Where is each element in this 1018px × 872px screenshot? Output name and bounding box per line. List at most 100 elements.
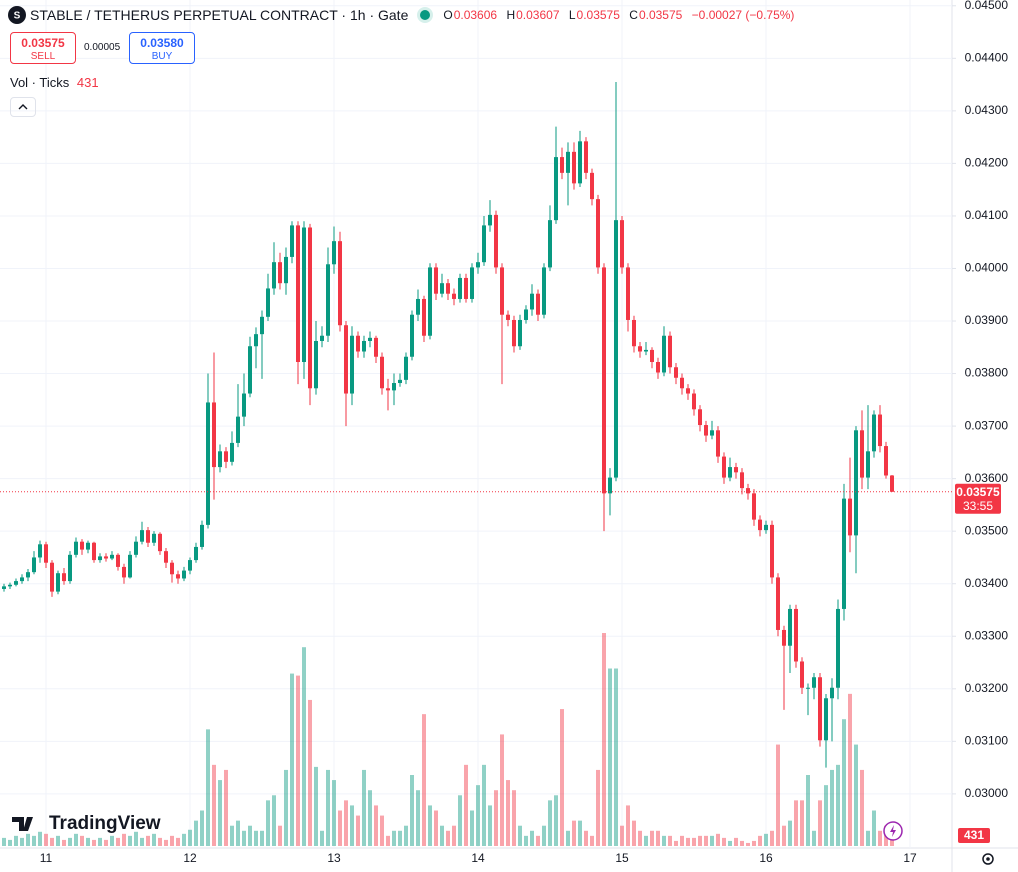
candle-body [812,677,816,688]
volume-bar [278,825,282,846]
candle-body [80,541,84,550]
volume-bar [260,830,264,846]
sell-price[interactable]: 0.03575 [21,36,65,50]
price-axis [952,0,1018,872]
candle-body [260,316,264,335]
sell-label[interactable]: SELL [30,51,56,62]
buy-button[interactable]: 0.03580 BUY [129,32,195,64]
volume-bar [350,805,354,846]
volume-bar [512,790,516,846]
candle-body [758,519,762,531]
last-price-label: 0.03575 [956,485,1000,499]
low-label: L [568,8,576,22]
candle-body [110,554,114,559]
volume-bar [806,775,810,846]
candle-body [284,256,288,284]
volume-bar [404,825,408,846]
candle-body [236,416,240,443]
change-value: −0.00027 (−0.75%) [691,8,795,22]
volume-bar [20,837,24,846]
volume-bar [464,764,468,846]
candle-body [422,298,426,336]
volume-bar [272,795,276,846]
candle-body [524,309,528,320]
volume-bar [470,810,474,846]
volume-bar [848,693,852,846]
volume-bar [476,785,480,846]
candle-body [182,570,186,579]
candle-body [248,346,252,394]
candle-body [398,379,402,384]
volume-bar [50,837,54,846]
candle-body [440,283,444,294]
volume-bar [452,825,456,846]
settings-button[interactable] [982,853,994,865]
buy-price[interactable]: 0.03580 [140,36,184,50]
candle-body [722,456,726,478]
volume-bar [770,830,774,846]
candle-body [836,608,840,688]
brand-name: TradingView [49,813,161,834]
volume-bar [698,835,702,846]
volume-bar [74,833,78,846]
volume-bar [854,744,858,846]
volume-bar [740,840,744,846]
volume-bar [536,835,540,846]
candle-body [614,220,618,478]
volume-bar [206,729,210,846]
candle-body [296,225,300,363]
candle-body [98,556,102,561]
candle-body [650,349,654,363]
collapse-button[interactable] [10,97,36,117]
low-value: 0.03575 [576,8,620,22]
volume-bar [2,837,6,846]
brand-logo [12,817,33,831]
candle-body [362,340,366,352]
volume-bar [104,839,108,846]
volume-bar [44,833,48,846]
candle-body [116,554,120,567]
lightning-icon[interactable] [890,825,896,837]
candle-body [218,451,222,468]
lightning-button[interactable] [883,821,903,841]
y-tick-label: 0.04500 [965,0,1009,12]
settings-icon[interactable] [982,853,994,865]
candle-body [32,557,36,573]
candle-body [464,277,468,299]
volume-bar [608,668,612,846]
volume-bar [584,830,588,846]
settings-icon-center[interactable] [986,857,990,861]
volume-bar [872,810,876,846]
volume-legend: Vol · Ticks 431 [10,75,99,90]
candle-body [584,141,588,173]
candle-body [20,577,24,582]
candle-body [200,524,204,547]
volume-bar [842,719,846,846]
volume-bar [572,820,576,846]
buy-label[interactable]: BUY [151,51,173,62]
volume-bar [836,764,840,846]
x-tick-label: 11 [40,851,53,865]
candle-body [488,214,492,226]
volume-bar [80,835,84,846]
chevron-icon[interactable] [18,103,28,111]
volume-bar [14,835,18,846]
candle-body [380,356,384,389]
candle-body [470,267,474,299]
candle-body [716,430,720,457]
volume-bar [602,633,606,846]
candle-body [818,677,822,741]
y-tick-label: 0.03100 [965,734,1009,748]
volume-bar [458,795,462,846]
candle-body [428,267,432,336]
sell-button[interactable]: 0.03575 SELL [10,32,76,64]
candle-body [224,451,228,462]
candle-body [38,544,42,558]
candle-body [710,430,714,436]
candle-body [560,157,564,173]
volume-bar [524,835,528,846]
candle-body [824,698,828,741]
volume-bar [128,835,132,846]
candle-body [680,377,684,389]
